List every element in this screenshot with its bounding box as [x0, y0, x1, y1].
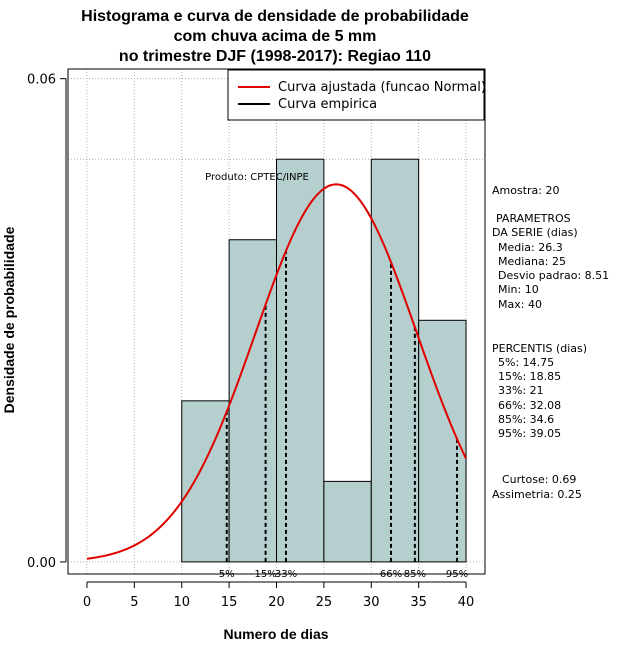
y-axis: 0.00 0.06 [27, 73, 67, 571]
percentil-5: 5%: 14.75 [498, 356, 554, 369]
x-tick-label: 0 [83, 595, 91, 610]
normal-fit-curve [86, 183, 467, 560]
x-tick-label: 15 [221, 595, 238, 610]
skewness: Assimetria: 0.25 [492, 488, 582, 501]
y-tick-label: 0.00 [27, 556, 56, 571]
plot-frame [67, 68, 486, 575]
percentil-95: 95%: 39.05 [498, 427, 561, 440]
legend-label-empirical: Curva empirica [278, 97, 377, 112]
kurtosis: Curtose: 0.69 [502, 473, 576, 486]
percentil-15: 15%: 18.85 [498, 370, 561, 383]
chart-title-line-2: com chuva acima de 5 mm [174, 28, 377, 45]
x-tick-label: 10 [173, 595, 190, 610]
x-tick-label: 5 [130, 595, 138, 610]
x-tick-label: 40 [458, 595, 475, 610]
x-tick-label: 35 [410, 595, 427, 610]
params-title-1: PARAMETROS [496, 212, 571, 225]
param-std-dev: Desvio padrao: 8.51 [498, 269, 609, 282]
y-tick-label: 0.06 [27, 73, 56, 88]
percentis-title: PERCENTIS (dias) [492, 342, 587, 355]
curve-layer [86, 183, 467, 560]
histogram-bar-3 [276, 158, 325, 563]
sample-size: Amostra: 20 [492, 184, 559, 197]
params-title-2: DA SERIE (dias) [492, 226, 578, 239]
histogram-bar-2 [228, 239, 277, 563]
statistics-panel: Amostra: 20 PARAMETROS DA SERIE (dias) M… [492, 184, 609, 501]
x-tick-label: 30 [363, 595, 380, 610]
legend-label-normal: Curva ajustada (funcao Normal) [278, 80, 486, 95]
percentil-85: 85%: 34.6 [498, 413, 554, 426]
histogram-bar-5 [370, 158, 420, 563]
param-median: Mediana: 25 [498, 255, 566, 268]
chart-title-line-3: no trimestre DJF (1998-2017): Regiao 110 [119, 48, 431, 65]
param-mean: Media: 26.3 [498, 241, 563, 254]
legend-box [227, 69, 485, 121]
percentil-33: 33%: 21 [498, 384, 544, 397]
x-axis: 0 5 10 15 20 25 30 35 40 [83, 581, 475, 610]
percentil-66: 66%: 32.08 [498, 399, 561, 412]
histogram-bar-4 [323, 480, 372, 563]
x-tick-label: 25 [316, 595, 333, 610]
param-max: Max: 40 [498, 298, 542, 311]
legend: Curva ajustada (funcao Normal) Curva emp… [227, 69, 486, 121]
chart-title-line-1: Histograma e curva de densidade de proba… [81, 8, 469, 25]
x-tick-label: 20 [268, 595, 285, 610]
param-min: Min: 10 [498, 283, 539, 296]
product-annotation: Produto: CPTEC/INPE [205, 172, 309, 183]
y-axis-label: Densidade de probabilidade [1, 226, 17, 413]
x-axis-label: Numero de dias [223, 626, 328, 642]
bars-layer [181, 158, 467, 563]
